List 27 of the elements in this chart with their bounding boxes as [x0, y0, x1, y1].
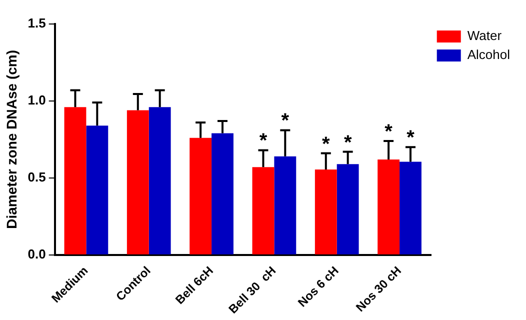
data-label: *	[259, 130, 268, 152]
bar	[64, 107, 86, 254]
y-axis-title: Diameter zone DNAse (cm)	[3, 50, 20, 229]
data-label: *	[406, 127, 415, 150]
bar	[314, 169, 337, 254]
x-tick-label: Nos 30 cH	[353, 264, 404, 314]
x-tick-label: Nos 6 cH	[295, 264, 342, 310]
data-label: *	[384, 120, 393, 143]
bar	[86, 126, 108, 254]
legend-label: Water	[467, 28, 502, 44]
bar	[274, 156, 296, 254]
bar	[148, 107, 171, 254]
data-label: *	[281, 110, 290, 132]
y-tick-label: 1.5	[28, 16, 46, 31]
data-label: *	[344, 132, 352, 154]
bar	[400, 162, 422, 254]
bar	[190, 138, 212, 254]
y-tick-label: 1.0	[28, 92, 46, 108]
data-label: *	[322, 133, 330, 156]
y-tick-label: 0.0	[28, 246, 46, 262]
bar	[336, 164, 359, 254]
legend-label: Alcohol	[467, 47, 510, 62]
bar	[378, 159, 400, 254]
y-tick-label: 0.5	[28, 170, 46, 185]
bar	[252, 167, 274, 254]
bar	[126, 110, 149, 254]
bar	[212, 133, 234, 254]
